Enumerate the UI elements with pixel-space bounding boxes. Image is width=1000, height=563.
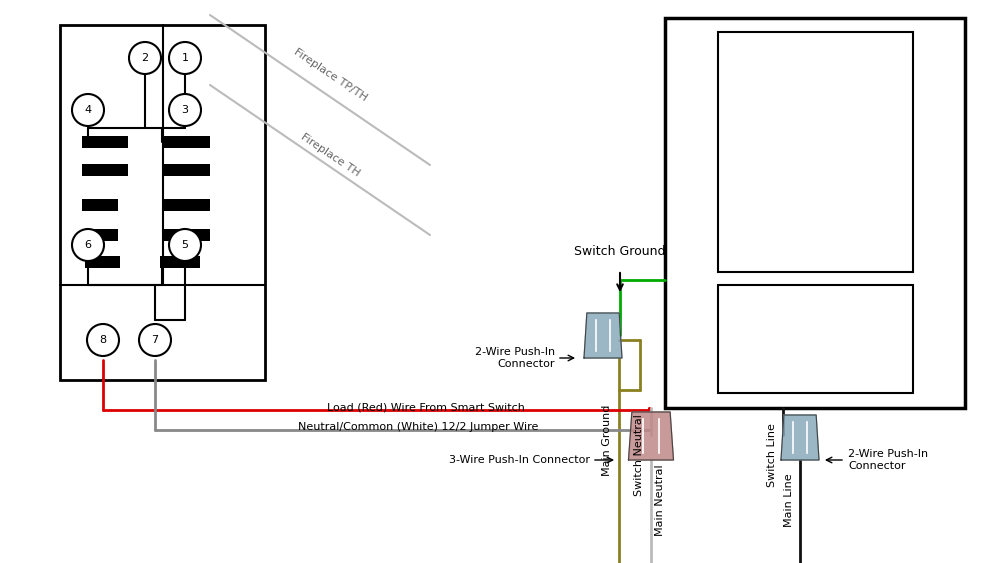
Bar — [82, 136, 128, 148]
Bar — [60, 25, 265, 380]
Polygon shape — [781, 415, 819, 460]
Circle shape — [87, 324, 119, 356]
Text: 2-Wire Push-In
Connector: 2-Wire Push-In Connector — [848, 449, 928, 471]
Text: 3-Wire Push-In Connector: 3-Wire Push-In Connector — [449, 455, 590, 465]
Text: 4: 4 — [84, 105, 92, 115]
Polygon shape — [584, 313, 622, 358]
Circle shape — [169, 42, 201, 74]
Circle shape — [72, 94, 104, 126]
Text: Main Neutral: Main Neutral — [655, 464, 665, 536]
Text: Neutral/Common (White) 12/2 Jumper Wire: Neutral/Common (White) 12/2 Jumper Wire — [298, 422, 538, 432]
Polygon shape — [629, 412, 674, 460]
Bar — [162, 164, 210, 176]
Circle shape — [139, 324, 171, 356]
Text: 6: 6 — [84, 240, 92, 250]
Bar — [718, 32, 913, 272]
Bar — [718, 285, 913, 393]
Text: 5: 5 — [182, 240, 188, 250]
Text: 8: 8 — [99, 335, 107, 345]
Bar — [162, 229, 210, 241]
Circle shape — [169, 94, 201, 126]
Text: Main Line: Main Line — [784, 473, 794, 527]
Bar — [162, 199, 210, 211]
Text: Switch Ground: Switch Ground — [574, 245, 666, 258]
Text: 1: 1 — [182, 53, 188, 63]
Text: Switch Line: Switch Line — [767, 423, 777, 487]
Text: 3: 3 — [182, 105, 188, 115]
Bar — [665, 18, 965, 408]
Text: 2: 2 — [141, 53, 149, 63]
Bar — [160, 256, 200, 268]
Circle shape — [72, 229, 104, 261]
Text: 7: 7 — [151, 335, 159, 345]
Bar — [82, 229, 118, 241]
Circle shape — [129, 42, 161, 74]
Text: Fireplace TP/TH: Fireplace TP/TH — [292, 47, 368, 103]
Bar — [85, 256, 120, 268]
Text: Main Ground: Main Ground — [602, 404, 612, 476]
Bar — [82, 199, 118, 211]
Text: Switch Neutral: Switch Neutral — [634, 414, 644, 496]
Bar — [82, 164, 128, 176]
Text: Fireplace TH: Fireplace TH — [299, 132, 361, 178]
Circle shape — [169, 229, 201, 261]
Text: 2-Wire Push-In
Connector: 2-Wire Push-In Connector — [475, 347, 555, 369]
Bar — [162, 136, 210, 148]
Text: Load (Red) Wire From Smart Switch: Load (Red) Wire From Smart Switch — [327, 402, 525, 412]
